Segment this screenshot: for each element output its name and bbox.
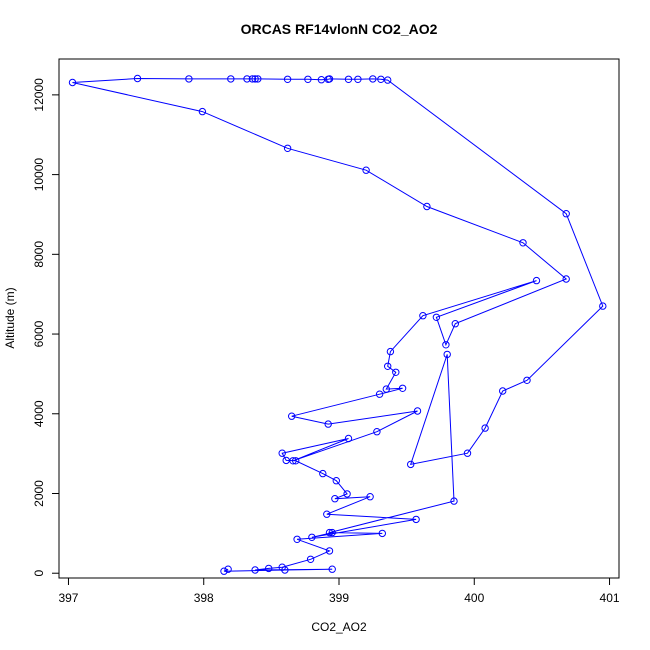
data-point: [344, 75, 353, 84]
data-point: [375, 390, 384, 398]
data-point: [227, 75, 235, 83]
data-series: [68, 74, 607, 575]
data-point: [442, 341, 450, 349]
data-point: [254, 75, 262, 83]
data-point: [293, 535, 301, 543]
data-point: [392, 368, 400, 376]
y-tick-label: 4000: [32, 400, 46, 427]
data-point: [519, 239, 527, 247]
data-point: [562, 275, 570, 283]
data-point: [413, 407, 422, 415]
data-point: [362, 166, 370, 174]
y-tick-label: 8000: [32, 241, 46, 268]
data-point: [432, 313, 441, 321]
data-point: [386, 347, 395, 356]
y-tick-label: 2000: [32, 480, 46, 507]
data-point: [398, 384, 407, 392]
data-point: [369, 75, 377, 83]
data-point: [463, 449, 472, 457]
x-axis-label: CO2_AO2: [311, 620, 367, 634]
data-point: [283, 144, 292, 153]
data-point: [344, 434, 353, 443]
data-point: [382, 385, 390, 393]
data-point: [325, 75, 334, 83]
data-point: [198, 107, 207, 116]
data-point: [251, 566, 259, 574]
x-tick-label: 399: [329, 591, 349, 605]
data-point: [304, 75, 312, 84]
data-point: [407, 460, 415, 469]
data-point: [224, 565, 232, 573]
y-tick-label: 0: [32, 570, 46, 577]
data-point: [366, 493, 374, 501]
x-tick-label: 397: [58, 591, 78, 605]
data-point: [419, 312, 427, 320]
data-point: [523, 376, 531, 384]
data-point: [288, 412, 296, 420]
data-point: [328, 528, 336, 537]
data-point: [68, 78, 77, 87]
data-point: [308, 533, 316, 541]
data-point: [384, 76, 392, 84]
axes: 397 398 399 400 401 0 2000 4000 6000 8000 10000 120…: [32, 78, 620, 605]
y-tick-label: 10000: [32, 158, 46, 192]
data-point: [292, 457, 300, 465]
data-point: [133, 74, 142, 83]
data-point: [265, 564, 273, 573]
data-point: [331, 495, 339, 503]
x-tick-label: 400: [464, 591, 484, 605]
data-point: [248, 75, 257, 83]
data-point: [451, 320, 459, 328]
data-point: [325, 547, 334, 555]
data-point: [499, 387, 507, 395]
y-axis-label: Altitude (m): [3, 287, 17, 348]
data-point: [220, 567, 228, 575]
data-point: [384, 362, 392, 370]
data-point: [532, 276, 541, 285]
y-tick-label: 6000: [32, 320, 46, 347]
data-point: [323, 510, 331, 518]
data-point: [278, 449, 286, 457]
data-point: [283, 75, 292, 84]
data-point: [278, 563, 286, 571]
data-point: [450, 497, 458, 505]
data-point: [423, 202, 431, 211]
data-point: [332, 477, 340, 485]
data-point: [289, 457, 297, 465]
data-point: [328, 565, 336, 573]
data-point: [599, 302, 607, 310]
data-point: [443, 350, 451, 359]
data-point: [185, 75, 193, 83]
data-point: [324, 420, 332, 428]
data-point: [319, 469, 327, 478]
data-point: [251, 75, 259, 83]
data-point: [243, 75, 251, 83]
data-point: [354, 75, 362, 84]
data-point: [378, 529, 386, 538]
data-point: [481, 424, 489, 432]
data-point: [325, 528, 334, 537]
x-tick-label: 398: [194, 591, 214, 605]
chart-title: ORCAS RF14vlonN CO2_AO2: [241, 21, 438, 37]
y-tick-label: 12000: [32, 78, 46, 112]
data-point: [343, 490, 351, 498]
data-point: [412, 515, 420, 524]
data-point: [306, 555, 315, 563]
data-point: [373, 428, 381, 436]
x-tick-label: 401: [600, 591, 620, 605]
data-point: [562, 210, 570, 218]
